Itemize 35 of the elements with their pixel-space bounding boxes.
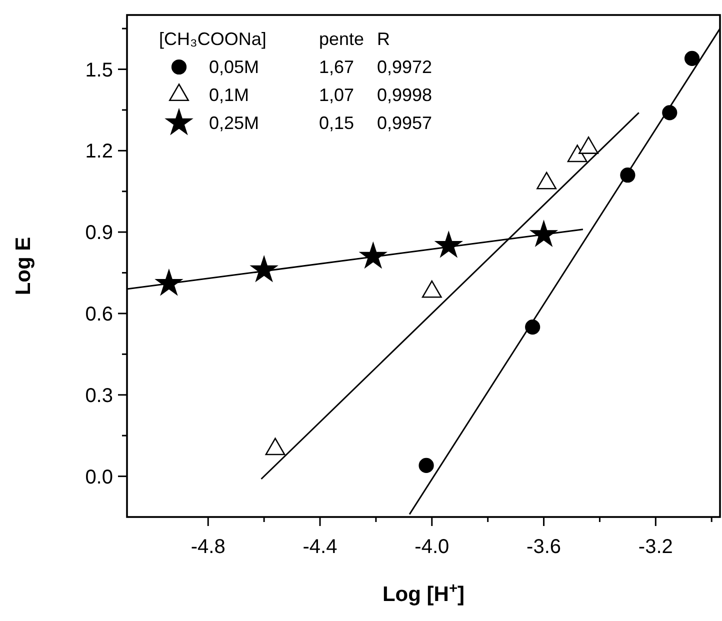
annotation: 1,67: [319, 57, 354, 77]
y-tick-label: 0.3: [85, 384, 113, 407]
point: [422, 280, 442, 298]
annotation: 0,9957: [377, 113, 432, 133]
legend-label: 0,1M: [209, 85, 250, 105]
legend-label: 0,05M: [209, 57, 260, 77]
point: [530, 221, 557, 246]
point: [684, 50, 700, 66]
y-tick-label: 0.0: [85, 466, 113, 488]
annotation: pente: [319, 29, 364, 49]
y-axis-title: Log E: [12, 236, 35, 296]
x-tick-label: -3.2: [638, 536, 673, 558]
x-tick-label: -4.4: [302, 536, 338, 558]
annotation: 0,9998: [377, 85, 432, 105]
legend-label: 0,25M: [209, 113, 260, 133]
y-tick-label: 0.6: [85, 303, 113, 326]
y-tick-label: 0.9: [85, 222, 113, 244]
annotation: 1,07: [319, 85, 354, 105]
y-tick-label: 1.2: [85, 140, 113, 163]
legend-title: [CH₃COONa]: [159, 29, 266, 49]
annotation: R: [377, 29, 390, 49]
point: [156, 270, 182, 295]
x-tick-label: -4.0: [414, 536, 450, 558]
point: [620, 168, 636, 183]
point: [251, 256, 278, 282]
point: [360, 242, 386, 268]
point: [662, 105, 678, 120]
y-tick-label: 1.5: [85, 59, 113, 82]
annotation: 0,15: [319, 113, 354, 133]
x-axis-title: Log [H$^{+}$]: [382, 581, 465, 606]
point: [436, 232, 462, 257]
point: [265, 438, 286, 456]
x-tick-label: -3.6: [526, 536, 562, 558]
x-tick-label: -4.8: [190, 536, 226, 558]
annotation: 0,9972: [377, 57, 432, 77]
